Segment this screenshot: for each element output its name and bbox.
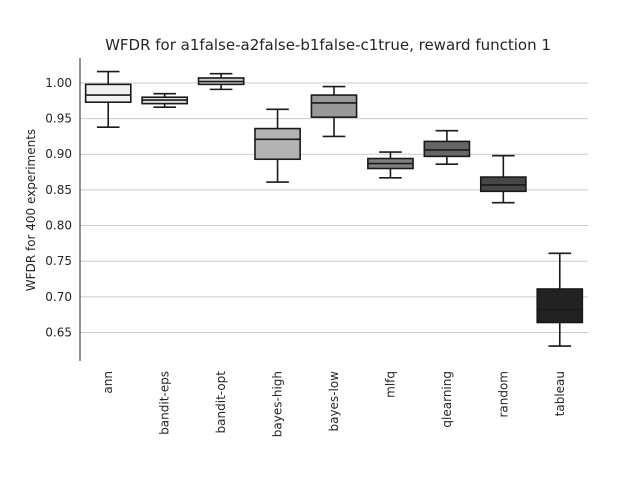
box-bayes-low	[310, 85, 358, 138]
y-tick-label: 1.00	[45, 76, 72, 90]
x-tick-label: random	[496, 371, 510, 418]
box-iqr	[84, 83, 132, 104]
y-tick-label: 0.75	[45, 254, 72, 268]
x-tick-label: qlearning	[440, 371, 454, 428]
box-mlfq	[367, 151, 414, 179]
grid-lines	[80, 82, 588, 333]
y-tick-label: 0.95	[45, 112, 72, 126]
x-tick-label: mlfq	[383, 371, 397, 398]
box-bayes-high	[254, 108, 301, 183]
x-tick-label: bayes-high	[271, 371, 285, 437]
box-iqr	[310, 94, 358, 118]
box-iqr	[254, 127, 301, 161]
box-bandit-opt	[197, 72, 245, 91]
x-tick-label: ann	[101, 371, 115, 394]
box-bandit-eps	[141, 92, 189, 108]
y-tick-label: 0.90	[45, 147, 72, 161]
chart-title: WFDR for a1false-a2false-b1false-c1true,…	[105, 36, 551, 54]
y-tick-label: 0.85	[45, 183, 72, 197]
box-random	[479, 154, 527, 204]
box-qlearning	[423, 129, 471, 166]
box-plots	[84, 70, 584, 347]
x-tick-label: bayes-low	[327, 371, 341, 432]
x-tick-label: bandit-opt	[214, 371, 228, 434]
y-tick-label: 0.65	[45, 325, 72, 339]
y-tick-label: 0.80	[45, 219, 72, 233]
y-axis-label: WFDR for 400 experiments	[24, 129, 38, 291]
x-tick-label: bandit-eps	[158, 371, 172, 435]
box-iqr	[423, 140, 471, 158]
box-ann	[84, 70, 132, 128]
box-tableau	[536, 252, 584, 347]
x-ticks: ann bandit-eps bandit-opt bayes-high bayes-l…	[101, 371, 567, 437]
x-tick-label: tableau	[553, 371, 567, 416]
box-iqr	[536, 288, 584, 324]
y-tick-label: 0.70	[45, 290, 72, 304]
y-ticks: 0.65 0.70 0.75 0.80 0.85 0.90 0.95 1.00	[45, 76, 72, 340]
